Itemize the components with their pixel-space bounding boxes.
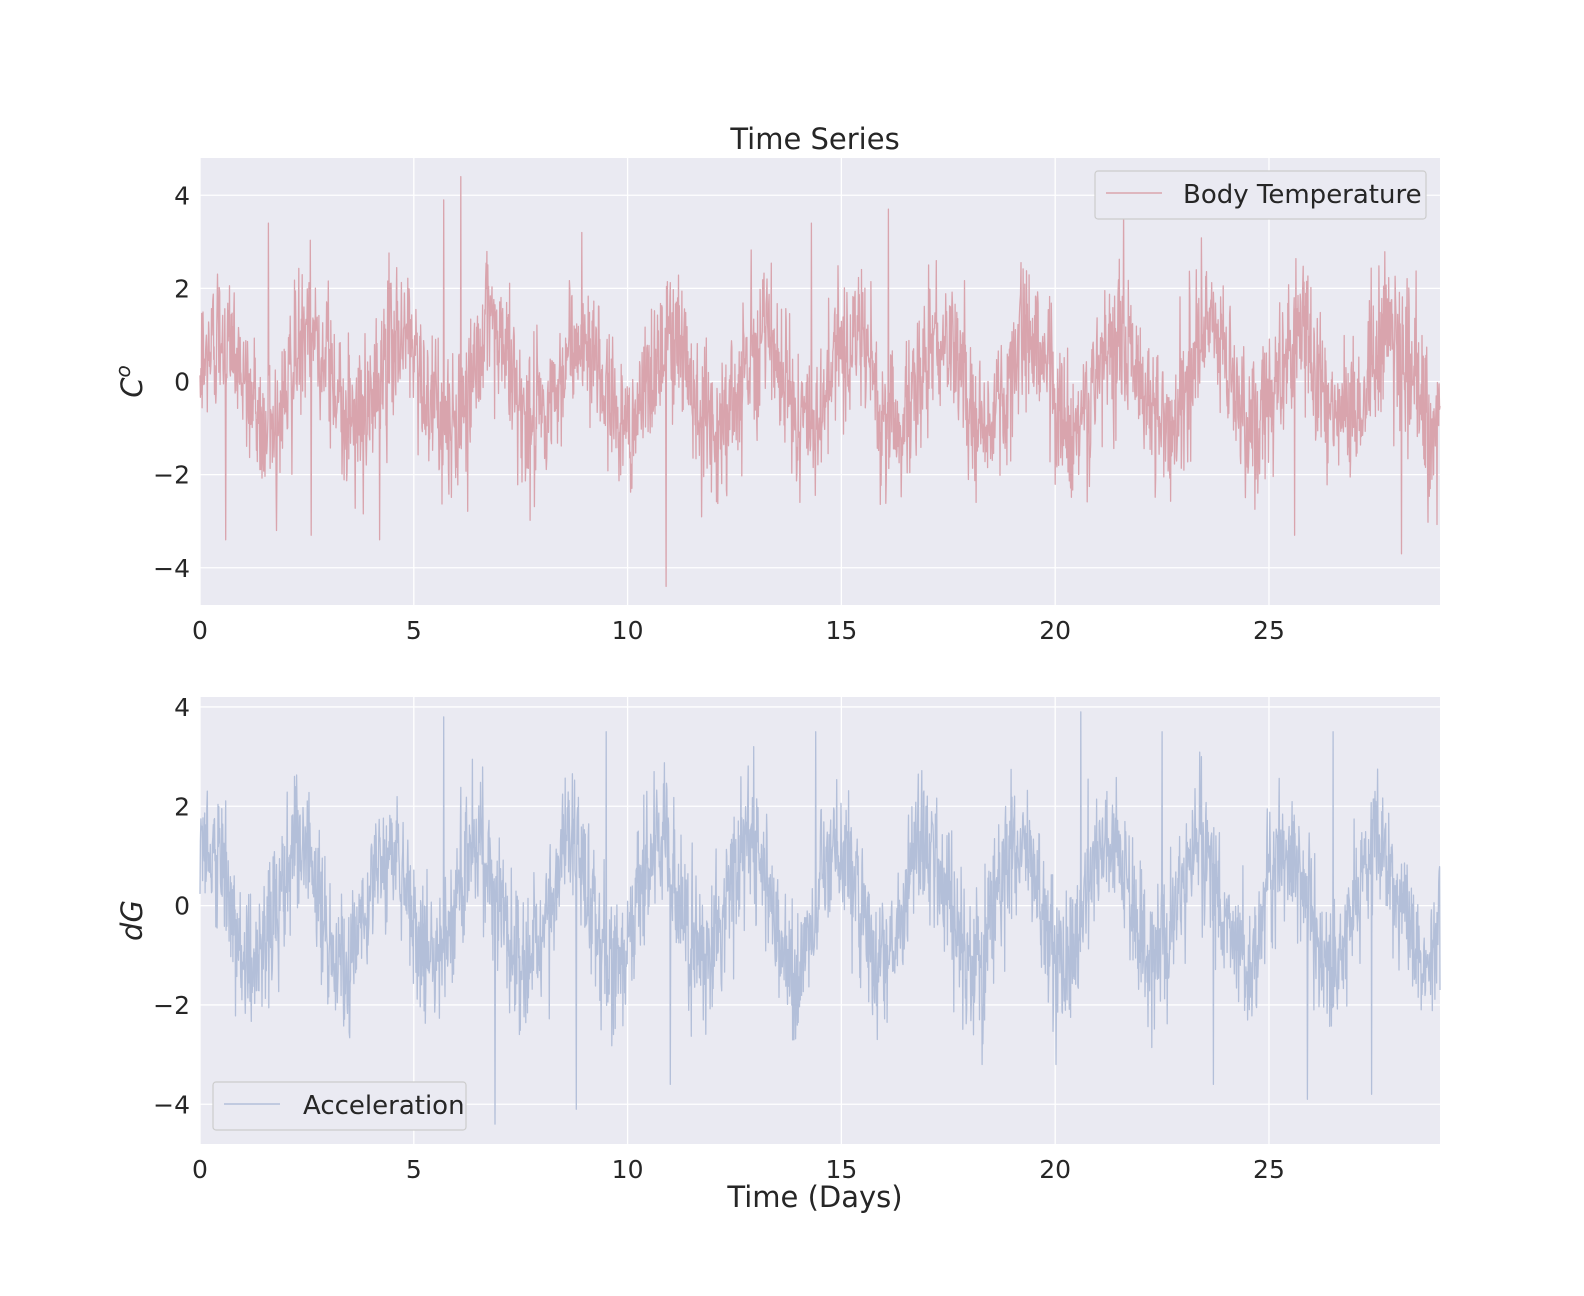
y-tick-label: −4 — [153, 1090, 190, 1119]
y-ticks-top: −4 −2 0 2 4 — [153, 181, 190, 583]
x-tick-label: 15 — [825, 1155, 857, 1184]
y-axis-label-sup: o — [111, 365, 135, 377]
x-tick-label: 25 — [1253, 1155, 1285, 1184]
x-tick-label: 10 — [612, 1155, 644, 1184]
legend-label-body-temperature: Body Temperature — [1183, 180, 1422, 210]
legend-top: Body Temperature — [1094, 170, 1427, 220]
y-tick-label: −2 — [153, 461, 190, 490]
x-tick-label: 25 — [1253, 616, 1285, 645]
x-tick-label: 15 — [825, 616, 857, 645]
y-tick-label: 4 — [174, 693, 190, 722]
x-tick-label: 0 — [192, 1155, 208, 1184]
legend-label-acceleration: Acceleration — [303, 1091, 465, 1121]
y-ticks-bottom: −4 −2 0 2 4 — [153, 693, 190, 1119]
y-tick-label: 0 — [174, 892, 190, 921]
y-axis-label-bottom: dG — [115, 900, 149, 941]
chart-title: Time Series — [729, 122, 899, 156]
x-tick-label: 20 — [1039, 616, 1071, 645]
y-tick-label: 2 — [174, 274, 190, 303]
x-tick-label: 5 — [406, 616, 422, 645]
acceleration-panel: 0 5 10 15 20 25 −4 −2 0 2 4 dG Time (Days) Accele… — [115, 693, 1441, 1214]
series-line-acceleration — [199, 711, 1441, 1125]
y-tick-label: −2 — [153, 991, 190, 1020]
x-tick-label: 5 — [406, 1155, 422, 1184]
x-tick-label: 10 — [612, 616, 644, 645]
legend-bottom: Acceleration — [212, 1081, 467, 1131]
x-ticks-top: 0 5 10 15 20 25 — [192, 616, 1285, 645]
y-axis-label-top: Co — [111, 365, 149, 398]
series-lines-bottom — [199, 711, 1441, 1125]
y-tick-label: 4 — [174, 181, 190, 210]
y-tick-label: −4 — [153, 554, 190, 583]
legend-frame-bottom — [212, 1081, 467, 1131]
body-temperature-panel: Time Series 0 5 10 15 20 25 −4 −2 0 2 4 Co Body T… — [111, 122, 1441, 645]
series-line-body-temperature — [199, 175, 1441, 588]
series-lines-top — [199, 175, 1441, 588]
x-axis-label: Time (Days) — [726, 1180, 902, 1214]
x-tick-label: 20 — [1039, 1155, 1071, 1184]
y-tick-label: 0 — [174, 368, 190, 397]
y-tick-label: 2 — [174, 792, 190, 821]
legend-frame-top — [1094, 170, 1427, 220]
x-ticks-bottom: 0 5 10 15 20 25 — [192, 1155, 1285, 1184]
y-axis-label-base: C — [115, 377, 149, 398]
x-tick-label: 0 — [192, 616, 208, 645]
